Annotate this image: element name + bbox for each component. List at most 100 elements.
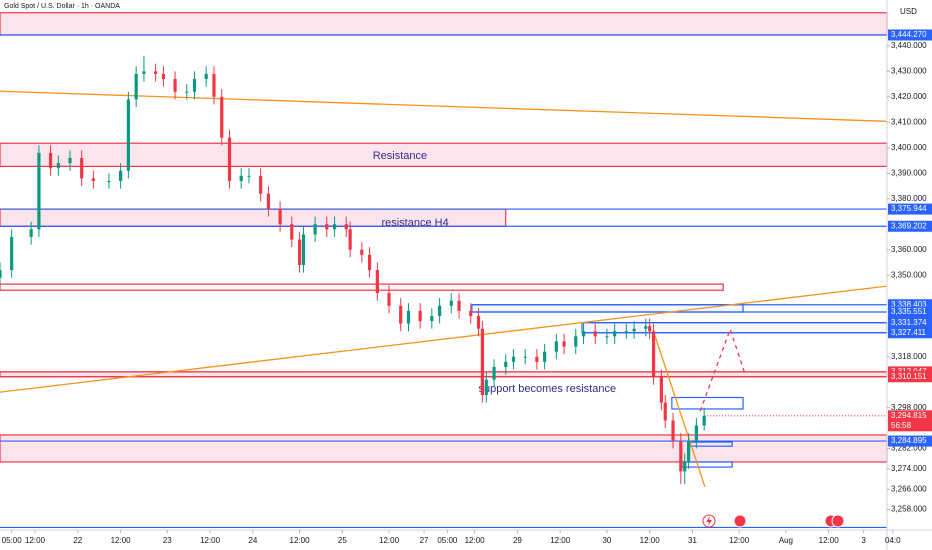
price-tag xyxy=(888,299,932,311)
candle-body xyxy=(10,236,14,271)
candle-body xyxy=(290,224,294,240)
price-tag xyxy=(888,327,932,339)
y-tick-label: 3,440.000 xyxy=(891,41,927,50)
trend-line xyxy=(0,285,888,393)
x-tick-label: 27 xyxy=(420,536,429,545)
candle-body xyxy=(360,249,364,255)
candle-body xyxy=(348,229,352,250)
zone xyxy=(0,434,888,463)
candle-body xyxy=(679,440,683,472)
candle-body xyxy=(476,315,481,329)
candle-body xyxy=(457,300,461,311)
candle-body xyxy=(399,305,403,324)
candle-body xyxy=(504,361,508,367)
event-icon-flag xyxy=(831,514,845,528)
x-tick-label: 12:00 xyxy=(111,536,132,545)
y-tick-label: 3,266.000 xyxy=(891,484,927,493)
candle-body xyxy=(227,137,232,181)
candle-body xyxy=(0,270,2,278)
trend-line xyxy=(0,90,888,122)
y-tick-label: 3,410.000 xyxy=(891,117,927,126)
y-tick-label: 3,258.000 xyxy=(891,505,927,514)
candle-body xyxy=(686,440,691,462)
price-tag-label: 3,294.815 xyxy=(891,411,927,420)
zone xyxy=(0,12,888,36)
candle-body xyxy=(511,356,516,362)
candle-body xyxy=(126,99,130,171)
plot-area: Resistance resistance H4 support becomes r… xyxy=(0,12,888,529)
candle-body xyxy=(239,175,243,181)
y-tick-label: 3,360.000 xyxy=(891,245,927,254)
y-tick-label: 3,274.000 xyxy=(891,464,927,473)
candle-body xyxy=(297,239,302,265)
price-tag xyxy=(888,410,932,432)
price-tag xyxy=(888,306,932,318)
price-tag-label: 3,338.403 xyxy=(891,300,927,309)
event-icons xyxy=(702,514,845,528)
price-tag xyxy=(888,220,932,232)
candle-body xyxy=(484,379,488,395)
x-tick-label: 05:00 xyxy=(2,536,23,545)
candle-body xyxy=(325,224,329,230)
zone xyxy=(581,322,888,334)
candle-body xyxy=(37,152,41,230)
x-tick-label: Aug xyxy=(779,536,793,545)
candle-body xyxy=(543,351,547,362)
candle-body xyxy=(535,356,539,362)
candle-body xyxy=(80,157,84,179)
x-tick-label: 12:00 xyxy=(465,536,486,545)
candle-body xyxy=(469,310,473,316)
chart-title: Gold Spot / U.S. Dollar · 1h · OANDA xyxy=(4,3,120,10)
price-tag-label: 3,327.411 xyxy=(891,328,927,337)
candle-body xyxy=(220,96,224,138)
candle-body xyxy=(185,91,189,93)
x-tick-label: 12:00 xyxy=(290,536,311,545)
candle-body xyxy=(581,331,586,337)
y-tick-label: 3,298.000 xyxy=(891,403,927,412)
event-icon-flag xyxy=(733,514,747,528)
x-tick-label: 24 xyxy=(248,536,257,545)
price-tag xyxy=(888,29,932,41)
x-tick-label: 23 xyxy=(163,536,172,545)
candle-body xyxy=(259,175,263,194)
x-tick-label: 12:00 xyxy=(379,536,400,545)
candle-body xyxy=(56,163,60,169)
y-tick-label: 3,400.000 xyxy=(891,143,927,152)
trend-line xyxy=(654,336,706,488)
price-tag-label: 3,335.551 xyxy=(891,307,927,316)
candle-body xyxy=(247,175,251,177)
candle-body xyxy=(161,73,165,79)
candle-body xyxy=(438,305,442,316)
candle-body xyxy=(593,331,597,337)
y-tick-label: 3,380.000 xyxy=(891,194,927,203)
price-tag-label: 3,444.270 xyxy=(891,30,927,39)
candle-body xyxy=(313,224,317,235)
candle-body xyxy=(648,326,652,332)
y-tick-label: 3,350.000 xyxy=(891,270,927,279)
price-tag-label: 3,375.944 xyxy=(891,204,927,213)
candle-body xyxy=(644,326,648,329)
price-tag xyxy=(888,371,932,383)
x-tick-label: 04:0 xyxy=(885,536,901,545)
candle-body xyxy=(266,193,271,209)
price-tag xyxy=(888,317,932,329)
candle-body xyxy=(387,293,391,306)
candle-body xyxy=(278,208,282,225)
x-tick-label: 12:00 xyxy=(550,536,571,545)
candle-body xyxy=(418,310,422,322)
price-tag-label: 3,284.895 xyxy=(891,436,927,445)
candle-body xyxy=(632,328,636,332)
event-icon-bolt xyxy=(706,516,712,526)
candle-body xyxy=(134,73,138,100)
candle-body xyxy=(301,234,306,265)
candle-body xyxy=(663,402,667,421)
zone xyxy=(0,283,724,291)
candle-body xyxy=(68,157,72,164)
candle-body xyxy=(142,71,146,74)
x-tick-label: 05:00 xyxy=(437,536,458,545)
x-tick-label: 31 xyxy=(688,536,697,545)
candle-body xyxy=(367,254,372,271)
candle-body xyxy=(659,377,663,403)
